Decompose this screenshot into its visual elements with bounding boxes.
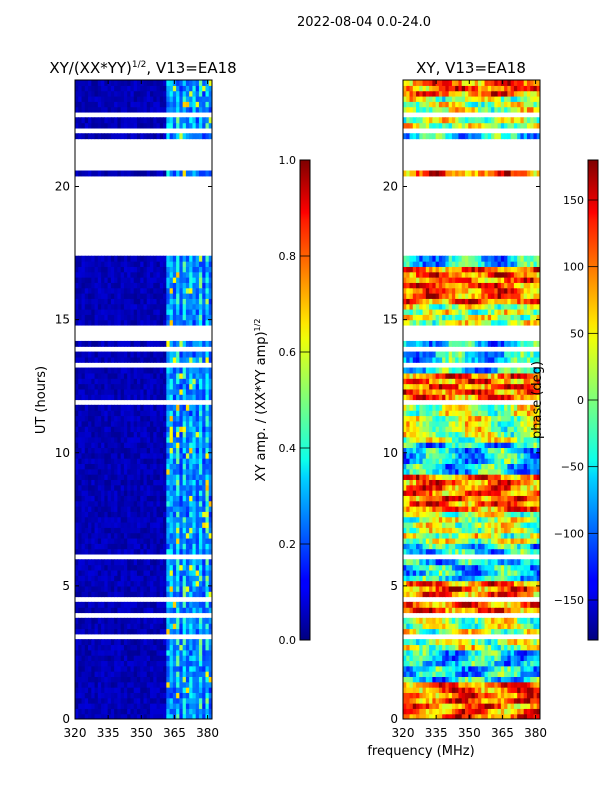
y-tick-label: 0 [62,712,70,726]
left-colorbar: 0.0 0.2 0.4 0.6 0.8 1.0 XY amp. / (XX*YY amp)… [253,154,310,647]
x-tick-label: 380 [196,726,219,740]
left-heatmap: XY/(XX*YY)1/2, V13=EA18 320 335 350 365 380 0… [34,59,237,740]
left-colorbar-label-exponent: 1/2 [253,319,262,332]
y-tick-label: 5 [62,579,70,593]
left-colorbar-scale [300,160,310,640]
colorbar-tick-label: 0.2 [279,538,297,551]
colorbar-tick-label: 1.0 [279,154,297,167]
colorbar-tick-label: 0.4 [279,442,297,455]
x-tick-label: 365 [163,726,186,740]
colorbar-tick-label: 0.0 [279,634,297,647]
x-tick-label: 320 [64,726,87,740]
left-y-axis-label: UT (hours) [34,366,49,434]
right-cells [403,80,541,720]
right-panel-title: XY, V13=EA18 [416,59,526,77]
colorbar-tick-label: 0.6 [279,346,297,359]
figure-supertitle: 2022-08-04 0.0-24.0 [297,15,431,30]
left-colorbar-label-main: XY amp. / (XX*YY amp) [254,331,269,481]
left-panel-title-suffix: , V13=EA18 [146,59,236,77]
y-tick-label: 10 [55,446,70,460]
y-tick-label: 20 [55,180,70,194]
left-colorbar-label: XY amp. / (XX*YY amp)1/2 [253,319,269,482]
colorbar-tick-label: 0.8 [279,250,297,263]
x-tick-label: 350 [130,726,153,740]
x-tick-label: 335 [97,726,120,740]
left-panel-title-main: XY/(XX*YY) [49,59,132,77]
left-panel-title-exponent: 1/2 [132,60,146,70]
left-panel-title: XY/(XX*YY)1/2, V13=EA18 [49,59,236,77]
y-tick-label: 15 [55,313,70,327]
left-cells [75,80,213,720]
